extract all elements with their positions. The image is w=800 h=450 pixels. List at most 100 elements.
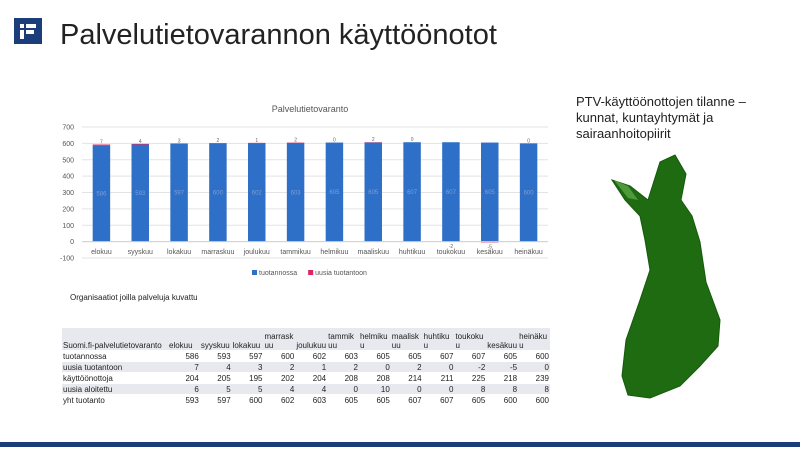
- table-cell: helmikuu: [358, 328, 391, 351]
- data-label: 0: [527, 138, 530, 144]
- table-cell: 214: [390, 372, 423, 384]
- data-label: 593: [135, 191, 146, 197]
- legend-swatch: [252, 270, 257, 275]
- side-text: PTV-käyttöönottojen tilanne – kunnat, ku…: [576, 94, 746, 141]
- table-cell: Suomi.fi-palvelutietovaranto: [62, 328, 168, 351]
- y-tick-label: 200: [62, 206, 74, 213]
- data-table: Suomi.fi-palvelutietovaranto elokuu syysku…: [62, 328, 550, 406]
- bar: [131, 143, 149, 145]
- data-label: 586: [96, 192, 107, 198]
- table-row: uusia aloitettu 6 5 5 4 4 0 10 0 0 8 8 8: [62, 383, 550, 395]
- table-cell: 0: [327, 383, 359, 395]
- table-cell: 605: [358, 350, 391, 362]
- table-cell: 8: [486, 383, 519, 395]
- table-cell: 607: [422, 350, 455, 362]
- table-cell: 4: [199, 361, 232, 373]
- table-cell: 605: [327, 394, 359, 406]
- data-label: 600: [213, 191, 224, 197]
- data-label: 2: [372, 137, 375, 143]
- bar: [481, 142, 499, 242]
- bar: [442, 142, 460, 242]
- legend-swatch: [308, 270, 314, 275]
- table-cell: tammikuu: [327, 328, 359, 351]
- legend-label: uusia tuotantoon: [315, 270, 367, 277]
- bar: [286, 142, 305, 242]
- bar: [325, 142, 344, 242]
- x-tick-label: tammikuu: [280, 249, 310, 256]
- bar: [248, 143, 266, 242]
- table-cell: 204: [295, 372, 328, 384]
- logo-part: [20, 30, 24, 39]
- data-label: 607: [446, 190, 457, 196]
- table-cell: 204: [168, 372, 200, 384]
- legend-label: tuotannossa: [259, 270, 297, 277]
- table-cell: 607: [390, 394, 423, 406]
- data-label: -5: [488, 244, 493, 250]
- y-tick-label: 300: [62, 190, 74, 197]
- data-label: 605: [368, 190, 379, 196]
- data-label: 2: [217, 138, 220, 144]
- table-cell: syyskuu: [199, 328, 232, 351]
- x-tick-label: marraskuu: [201, 249, 234, 256]
- table-cell: 0: [358, 361, 391, 373]
- table-cell: 593: [199, 350, 232, 362]
- table-cell: 607: [454, 350, 487, 362]
- y-tick-label: 100: [62, 223, 74, 230]
- table-cell: 586: [168, 350, 200, 362]
- bar: [209, 143, 227, 242]
- logo-part: [26, 24, 36, 28]
- table-cell: 603: [327, 350, 359, 362]
- table-caption: Organisaatiot joilla palveluja kuvattu: [70, 293, 198, 302]
- table-cell: 195: [231, 372, 264, 384]
- table-cell: 6: [168, 383, 200, 395]
- bar: [364, 142, 382, 242]
- table-cell: 605: [486, 350, 519, 362]
- bar: [403, 142, 421, 242]
- table-cell: 593: [168, 394, 200, 406]
- x-tick-label: syyskuu: [128, 249, 153, 256]
- table-cell: 225: [454, 372, 487, 384]
- data-label: 4: [139, 139, 142, 145]
- table-cell: 607: [422, 394, 455, 406]
- table-cell: -5: [486, 361, 519, 373]
- table-row: Suomi.fi-palvelutietovaranto elokuu syysku…: [62, 328, 550, 351]
- bar: [92, 145, 111, 242]
- data-label: 1: [255, 138, 258, 144]
- x-tick-label: lokakuu: [167, 249, 191, 256]
- table-cell: 0: [518, 361, 550, 373]
- table-cell: 239: [518, 372, 550, 384]
- table-cell: uusia tuotantoon: [62, 361, 168, 373]
- y-tick-label: 500: [62, 157, 74, 164]
- y-tick-label: 700: [62, 125, 74, 132]
- x-tick-label: maaliskuu: [357, 249, 389, 256]
- table-cell: joulukuu: [295, 328, 328, 351]
- data-label: 3: [178, 138, 181, 144]
- table-cell: käyttöönottoja: [62, 372, 168, 384]
- x-tick-label: helmikuu: [320, 249, 348, 256]
- data-label: 597: [174, 191, 185, 197]
- bar: [170, 143, 188, 242]
- y-tick-label: 400: [62, 174, 74, 181]
- table-cell: elokuu: [168, 328, 200, 351]
- table-cell: 10: [358, 383, 391, 395]
- y-tick-label: 0: [70, 239, 74, 246]
- table-cell: 0: [422, 361, 455, 373]
- table-cell: 2: [263, 361, 296, 373]
- table-cell: kesäkuu: [486, 328, 519, 351]
- table-cell: 597: [199, 394, 232, 406]
- table-cell: maaliskuu: [390, 328, 423, 351]
- table-cell: huhtikuu: [422, 328, 455, 351]
- data-label: 603: [291, 190, 302, 196]
- logo-part: [20, 24, 24, 28]
- table-cell: marraskuu: [263, 328, 296, 351]
- table-cell: lokakuu: [231, 328, 264, 351]
- table-cell: 211: [422, 372, 455, 384]
- table-cell: 5: [199, 383, 232, 395]
- table-cell: 602: [263, 394, 296, 406]
- table-cell: 602: [295, 350, 328, 362]
- x-tick-label: heinäkuu: [514, 249, 543, 256]
- table-cell: 597: [231, 350, 264, 362]
- y-tick-label: 600: [62, 141, 74, 148]
